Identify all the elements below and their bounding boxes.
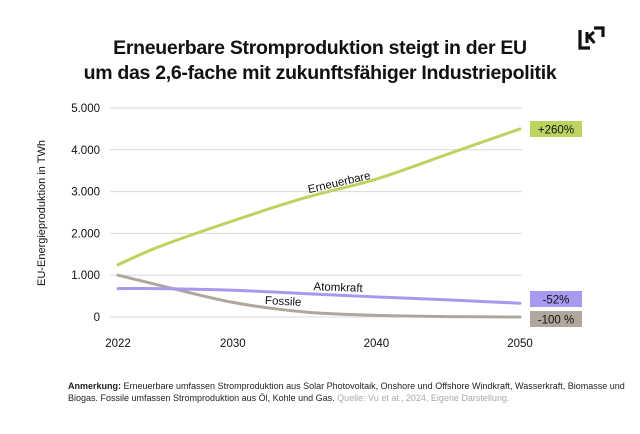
- y-tick-label: 2.000: [71, 228, 100, 240]
- x-tick-label: 2022: [105, 338, 131, 350]
- y-tick-label: 5.000: [71, 103, 100, 115]
- end-badge-label-fossil: -100 %: [538, 315, 574, 327]
- y-tick-label: 0: [94, 312, 100, 324]
- y-axis-ticks: 0 1.000 2.000 3.000 4.000 5.000: [71, 103, 100, 324]
- y-tick-label: 4.000: [71, 145, 100, 157]
- x-axis-ticks: 2022 2030 2040 2050: [105, 338, 533, 350]
- y-tick-label: 3.000: [71, 187, 100, 199]
- footnote-text: Erneuerbare umfassen Stromproduktion aus…: [68, 381, 625, 403]
- end-badge-nuclear: [530, 291, 582, 307]
- end-badges: +260% -52% -100 %: [530, 121, 582, 327]
- annotation-renewables: Erneuerbare: [307, 170, 372, 196]
- series-lines: [116, 127, 522, 319]
- footnote-label: Anmerkung:: [68, 381, 122, 391]
- x-tick-label: 2050: [507, 338, 533, 350]
- x-tick-label: 2040: [364, 338, 390, 350]
- chart-title-line-1: Erneuerbare Stromproduktion steigt in de…: [113, 37, 527, 59]
- chart-title-line-2: um das 2,6-fache mit zukunftsfähiger Ind…: [83, 62, 557, 84]
- series-line-nuclear: [116, 286, 522, 305]
- annotation-fossil: Fossile: [265, 295, 302, 309]
- chart-title: Erneuerbare Stromproduktion steigt in de…: [0, 36, 640, 86]
- series-line-renewables: [116, 127, 522, 267]
- end-badge-renewables: [530, 121, 582, 137]
- end-badge-label-nuclear: -52%: [543, 295, 570, 307]
- series-annotations: Erneuerbare Atomkraft Fossile: [265, 170, 372, 309]
- annotation-nuclear: Atomkraft: [313, 281, 363, 295]
- footnote-source: Quelle: Vu et al., 2024, Eigene Darstell…: [334, 392, 510, 403]
- grid-lines: [110, 107, 522, 318]
- y-tick-label: 1.000: [71, 270, 100, 282]
- end-badge-label-renewables: +260%: [538, 125, 574, 137]
- series-line-fossil: [116, 273, 522, 319]
- y-axis-label: EU-Energieproduktion in TWh: [36, 140, 48, 286]
- x-tick-label: 2030: [220, 338, 246, 350]
- lk-logo-icon: [578, 26, 605, 50]
- end-badge-fossil: [530, 311, 582, 327]
- footnote: Anmerkung: Erneuerbare umfassen Strompro…: [68, 381, 628, 404]
